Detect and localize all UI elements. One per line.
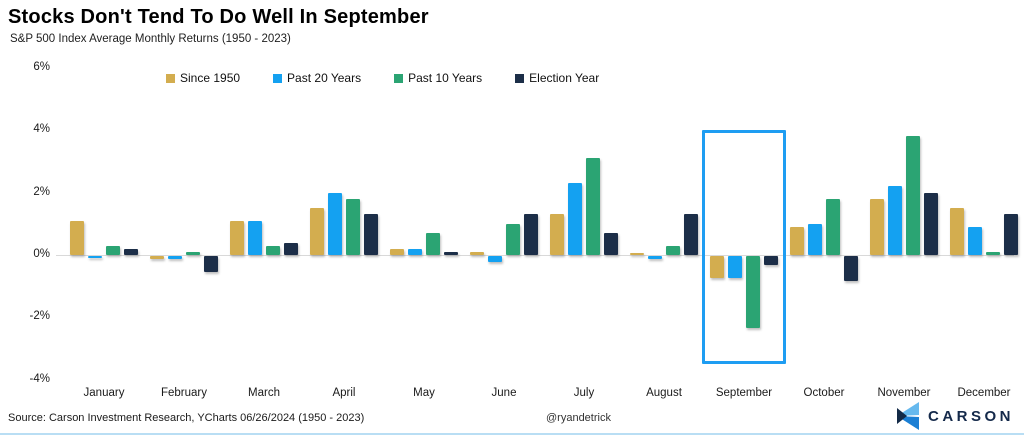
legend-label: Past 10 Years [408,71,483,85]
legend-item-past-10-years: Past 10 Years [394,71,482,85]
bar-past-20-years-june [488,256,502,263]
legend-swatch [273,73,283,83]
bar-since-1950-june [470,251,484,255]
bar-past-10-years-july [586,158,600,255]
legend-item-past-20-years: Past 20 Years [273,71,361,85]
bar-since-1950-january [70,220,84,255]
legend-item-since-1950: Since 1950 [166,71,240,85]
bar-past-10-years-may [426,233,440,255]
bar-since-1950-november [870,198,884,255]
legend-label: Election Year [529,71,600,85]
y-axis-tick: -2% [29,310,50,323]
bar-since-1950-february [150,256,164,260]
x-axis-label-november: November [877,387,931,399]
legend: Since 1950 Past 20 Years Past 10 Years Elec… [166,71,599,85]
x-axis-label-september: September [715,387,773,399]
source-note: Source: Carson Investment Research, YCha… [8,412,365,424]
bar-election-year-september [764,256,778,266]
x-axis-label-february: February [160,387,208,399]
x-axis-label-october: October [803,387,845,399]
bar-election-year-august [684,214,698,255]
bar-election-year-march [284,242,298,255]
y-axis-tick: 2% [33,185,50,198]
bar-past-10-years-september [746,256,760,328]
bar-past-10-years-october [826,198,840,255]
bar-since-1950-april [310,208,324,255]
september-highlight-box [702,130,786,364]
bar-past-10-years-february [186,251,200,255]
bar-election-year-april [364,214,378,255]
bar-past-10-years-january [106,245,120,255]
bar-election-year-december [1004,214,1018,255]
legend-label: Past 20 Years [287,71,362,85]
bar-past-20-years-march [248,220,262,255]
x-axis-label-december: December [957,387,1011,399]
legend-swatch [515,73,525,83]
carson-logo: CARSON [895,402,1014,430]
bar-past-10-years-november [906,136,920,255]
carson-logo-icon [895,402,919,430]
y-axis-tick: 4% [33,123,50,136]
bar-election-year-february [204,256,218,272]
bar-election-year-january [124,248,138,255]
legend-swatch [394,73,404,83]
bar-since-1950-march [230,220,244,255]
legend-label: Since 1950 [180,71,241,85]
bar-past-20-years-january [88,256,102,258]
bar-election-year-october [844,256,858,281]
chart-subtitle: S&P 500 Index Average Monthly Returns (1… [10,33,291,45]
bar-election-year-june [524,214,538,255]
x-axis-label-january: January [83,387,125,399]
bar-election-year-may [444,251,458,255]
carson-wordmark: CARSON [927,407,1014,425]
bar-past-10-years-august [666,245,680,255]
bar-since-1950-july [550,214,564,255]
x-axis-label-june: June [491,387,517,399]
bar-past-10-years-march [266,245,280,255]
bar-past-20-years-may [408,248,422,255]
bar-past-20-years-july [568,183,582,255]
chart-title: Stocks Don't Tend To Do Well In Septembe… [8,6,429,28]
y-axis-tick: 6% [33,60,50,73]
x-axis-label-may: May [413,387,435,399]
bar-past-20-years-february [168,256,182,260]
bar-election-year-november [924,192,938,255]
bar-since-1950-september [710,256,724,278]
bar-since-1950-august [630,253,644,255]
bar-since-1950-october [790,226,804,255]
bar-since-1950-december [950,208,964,255]
bar-past-10-years-june [506,223,520,255]
bar-past-10-years-april [346,198,360,255]
y-axis-tick: 0% [33,248,50,260]
bar-past-20-years-november [888,186,902,255]
x-axis-label-april: April [332,387,356,399]
bar-since-1950-may [390,248,404,255]
x-axis-label-july: July [573,387,595,399]
y-axis-tick: -4% [29,372,50,385]
bar-election-year-july [604,233,618,255]
bar-past-20-years-september [728,256,742,278]
zero-axis-line [56,255,1014,256]
bar-past-20-years-december [968,226,982,255]
bar-past-20-years-august [648,256,662,260]
x-axis-label-august: August [646,387,682,399]
legend-swatch [166,73,175,83]
bottom-divider [0,433,1024,435]
bar-past-10-years-december [986,251,1000,255]
bar-past-20-years-april [328,192,342,255]
legend-item-election-year: Election Year [515,71,599,85]
x-axis-label-march: March [248,387,280,399]
bar-past-20-years-october [808,223,822,255]
twitter-handle: @ryandetrick [546,412,611,424]
